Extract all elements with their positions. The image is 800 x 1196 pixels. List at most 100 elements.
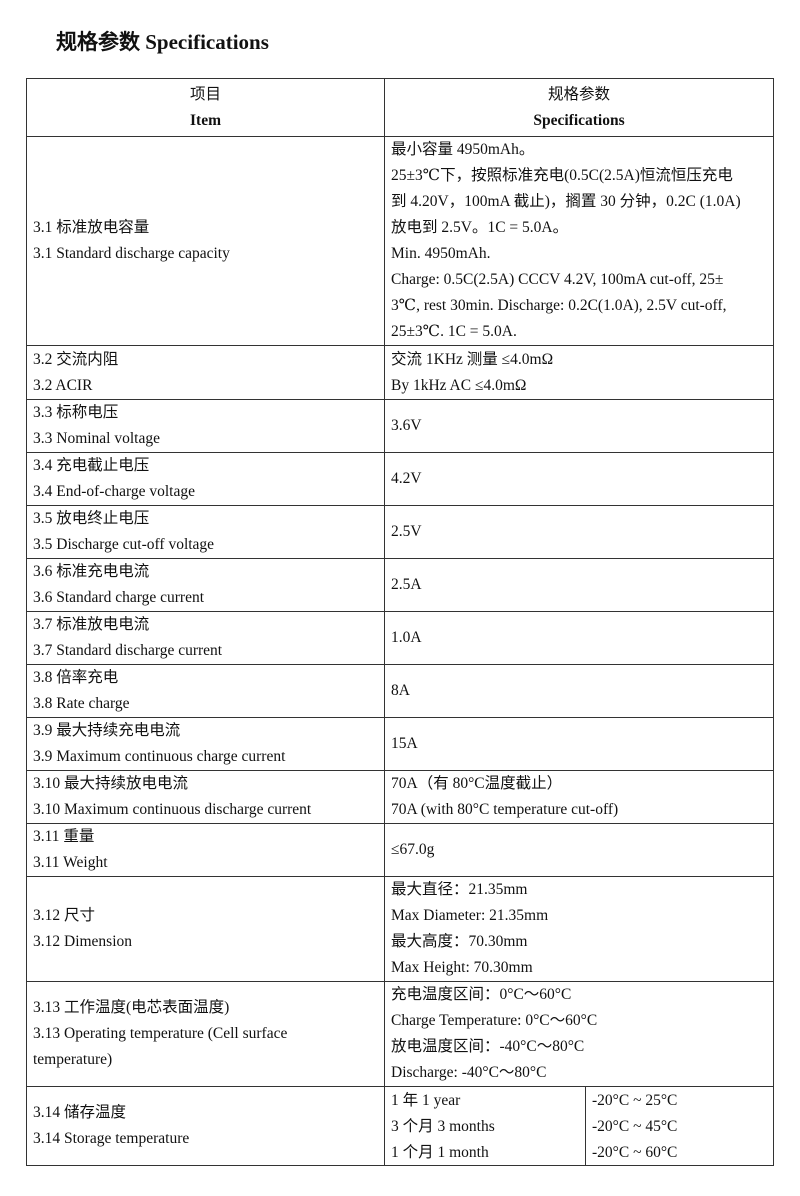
spec-text: 2.5V xyxy=(391,523,422,540)
item-text: 3.13 工作温度(电芯表面温度) xyxy=(33,999,230,1016)
spec-text: 25±3℃. 1C = 5.0A. xyxy=(391,323,517,340)
item-cell: 3.9 最大持续充电电流 3.9 Maximum continuous charg… xyxy=(26,717,385,771)
spec-cell: 1 年 1 year 3 个月 3 months 1 个月 1 month -20°C… xyxy=(384,1086,774,1166)
item-cell: 3.10 最大持续放电电流 3.10 Maximum continuous dis… xyxy=(26,770,385,824)
item-text: 3.14 储存温度 xyxy=(33,1104,127,1121)
spec-cell: 3.6V xyxy=(384,399,774,453)
item-text: 3.8 倍率充电 xyxy=(33,669,119,686)
item-text: 3.5 Discharge cut-off voltage xyxy=(33,536,215,553)
storage-range: -20°C ~ 25°C xyxy=(592,1092,678,1109)
item-text: 3.10 Maximum continuous discharge curren… xyxy=(33,801,312,818)
item-cell: 3.14 储存温度 3.14 Storage temperature xyxy=(26,1086,385,1166)
table-row: 3.11 重量 3.11 Weight ≤67.0g xyxy=(26,823,774,877)
spec-cell: ≤67.0g xyxy=(384,823,774,877)
table-row: 3.3 标称电压 3.3 Nominal voltage 3.6V xyxy=(26,399,774,453)
spec-cell: 最小容量 4950mAh。 25±3℃下，按照标准充电(0.5C(2.5A)恒流恒… xyxy=(384,136,774,346)
item-text: 3.6 标准充电电流 xyxy=(33,563,150,580)
storage-range: -20°C ~ 60°C xyxy=(592,1144,678,1161)
spec-text: 3℃, rest 30min. Discharge: 0.2C(1.0A), 2… xyxy=(391,297,727,314)
page-title: 规格参数 Specifications xyxy=(56,30,269,54)
item-text: 3.3 标称电压 xyxy=(33,404,119,421)
table-header: 项目 Item 规格参数 Specifications xyxy=(26,78,774,137)
item-cell: 3.11 重量 3.11 Weight xyxy=(26,823,385,877)
item-text: 3.8 Rate charge xyxy=(33,695,130,712)
spec-text: 70A（有 80°C温度截止） xyxy=(391,775,563,792)
header-item-en: Item xyxy=(190,111,221,129)
item-text: 3.11 重量 xyxy=(33,828,95,845)
table-row: 3.7 标准放电电流 3.7 Standard discharge current… xyxy=(26,611,774,665)
item-text: 3.1 标准放电容量 xyxy=(33,219,150,236)
spec-text: Max Height: 70.30mm xyxy=(391,959,533,976)
spec-cell: 充电温度区间：0°C～60°C Charge Temperature: 0°C～6… xyxy=(384,981,774,1087)
spec-cell: 8A xyxy=(384,664,774,718)
item-text: 3.9 Maximum continuous charge current xyxy=(33,748,286,765)
spec-text: Max Diameter: 21.35mm xyxy=(391,907,549,924)
item-text: 3.11 Weight xyxy=(33,854,108,871)
spec-text: 70A (with 80°C temperature cut-off) xyxy=(391,801,619,818)
spec-text: 4.2V xyxy=(391,470,422,487)
table-row: 3.2 交流内阻 3.2 ACIR 交流 1KHz 测量 ≤4.0mΩ By 1kHz… xyxy=(26,345,774,400)
item-text: 3.4 End-of-charge voltage xyxy=(33,483,195,500)
storage-range-column: -20°C ~ 25°C -20°C ~ 45°C -20°C ~ 60°C xyxy=(586,1087,773,1165)
spec-text: Charge Temperature: 0°C～60°C xyxy=(391,1012,598,1029)
spec-text: 放电温度区间：-40°C～80°C xyxy=(391,1038,585,1055)
item-text: 3.9 最大持续充电电流 xyxy=(33,722,181,739)
table-row: 3.1 标准放电容量 3.1 Standard discharge capacit… xyxy=(26,136,774,346)
item-text: 3.12 尺寸 xyxy=(33,907,96,924)
spec-text: 最小容量 4950mAh。 xyxy=(391,141,535,158)
item-text: 3.1 Standard discharge capacity xyxy=(33,245,230,262)
header-item: 项目 Item xyxy=(26,78,385,137)
spec-cell: 2.5A xyxy=(384,558,774,612)
header-spec: 规格参数 Specifications xyxy=(384,78,774,137)
spec-cell: 交流 1KHz 测量 ≤4.0mΩ By 1kHz AC ≤4.0mΩ xyxy=(384,345,774,400)
specifications-table: 项目 Item 规格参数 Specifications 3.1 标准放电容量 3.… xyxy=(26,78,774,1166)
spec-text: Min. 4950mAh. xyxy=(391,245,491,262)
table-row: 3.5 放电终止电压 3.5 Discharge cut-off voltage 2… xyxy=(26,505,774,559)
spec-text: 到 4.20V，100mA 截止)，搁置 30 分钟，0.2C (1.0A) xyxy=(391,193,741,210)
item-cell: 3.3 标称电压 3.3 Nominal voltage xyxy=(26,399,385,453)
spec-text: 最大高度：70.30mm xyxy=(391,933,528,950)
table-row: 3.4 充电截止电压 3.4 End-of-charge voltage 4.2V xyxy=(26,452,774,506)
spec-text: By 1kHz AC ≤4.0mΩ xyxy=(391,376,527,394)
spec-text: 2.5A xyxy=(391,576,422,593)
item-text: 3.2 交流内阻 xyxy=(33,350,119,368)
item-text: 3.12 Dimension xyxy=(33,933,133,950)
table-row: 3.10 最大持续放电电流 3.10 Maximum continuous dis… xyxy=(26,770,774,824)
table-row: 3.13 工作温度(电芯表面温度) 3.13 Operating temperat… xyxy=(26,981,774,1087)
item-cell: 3.5 放电终止电压 3.5 Discharge cut-off voltage xyxy=(26,505,385,559)
spec-text: 最大直径：21.35mm xyxy=(391,881,528,898)
item-text: 3.7 Standard discharge current xyxy=(33,642,223,659)
spec-text: 15A xyxy=(391,735,418,752)
spec-cell: 2.5V xyxy=(384,505,774,559)
storage-period: 1 个月 1 month xyxy=(391,1144,489,1161)
spec-text: Discharge: -40°C～80°C xyxy=(391,1064,547,1081)
item-text: 3.4 充电截止电压 xyxy=(33,457,150,474)
item-cell: 3.12 尺寸 3.12 Dimension xyxy=(26,876,385,982)
header-spec-en: Specifications xyxy=(533,111,625,129)
spec-text: 充电温度区间：0°C～60°C xyxy=(391,986,572,1003)
storage-period-column: 1 年 1 year 3 个月 3 months 1 个月 1 month xyxy=(385,1087,586,1165)
header-spec-cn: 规格参数 xyxy=(547,85,610,103)
spec-text: ≤67.0g xyxy=(391,841,435,858)
item-cell: 3.8 倍率充电 3.8 Rate charge xyxy=(26,664,385,718)
spec-text: 3.6V xyxy=(391,417,422,434)
item-text: 3.14 Storage temperature xyxy=(33,1130,190,1147)
storage-range: -20°C ~ 45°C xyxy=(592,1118,678,1135)
spec-text: 25±3℃下，按照标准充电(0.5C(2.5A)恒流恒压充电 xyxy=(391,167,733,184)
item-text: 3.2 ACIR xyxy=(33,376,93,394)
spec-cell: 1.0A xyxy=(384,611,774,665)
spec-text: 1.0A xyxy=(391,629,422,646)
item-cell: 3.2 交流内阻 3.2 ACIR xyxy=(26,345,385,400)
spec-text: 交流 1KHz 测量 ≤4.0mΩ xyxy=(391,350,554,368)
spec-cell: 15A xyxy=(384,717,774,771)
table-row: 3.14 储存温度 3.14 Storage temperature 1 年 1 y… xyxy=(26,1086,774,1166)
spec-text: Charge: 0.5C(2.5A) CCCV 4.2V, 100mA cut-… xyxy=(391,271,724,288)
item-text: 3.13 Operating temperature (Cell surface xyxy=(33,1025,288,1042)
item-cell: 3.1 标准放电容量 3.1 Standard discharge capacit… xyxy=(26,136,385,346)
spec-text: 8A xyxy=(391,682,410,699)
table-row: 3.12 尺寸 3.12 Dimension 最大直径：21.35mm Max Dia… xyxy=(26,876,774,982)
item-text: 3.6 Standard charge current xyxy=(33,589,205,606)
item-text: 3.10 最大持续放电电流 xyxy=(33,775,189,792)
table-row: 3.8 倍率充电 3.8 Rate charge 8A xyxy=(26,664,774,718)
item-cell: 3.13 工作温度(电芯表面温度) 3.13 Operating temperat… xyxy=(26,981,385,1087)
